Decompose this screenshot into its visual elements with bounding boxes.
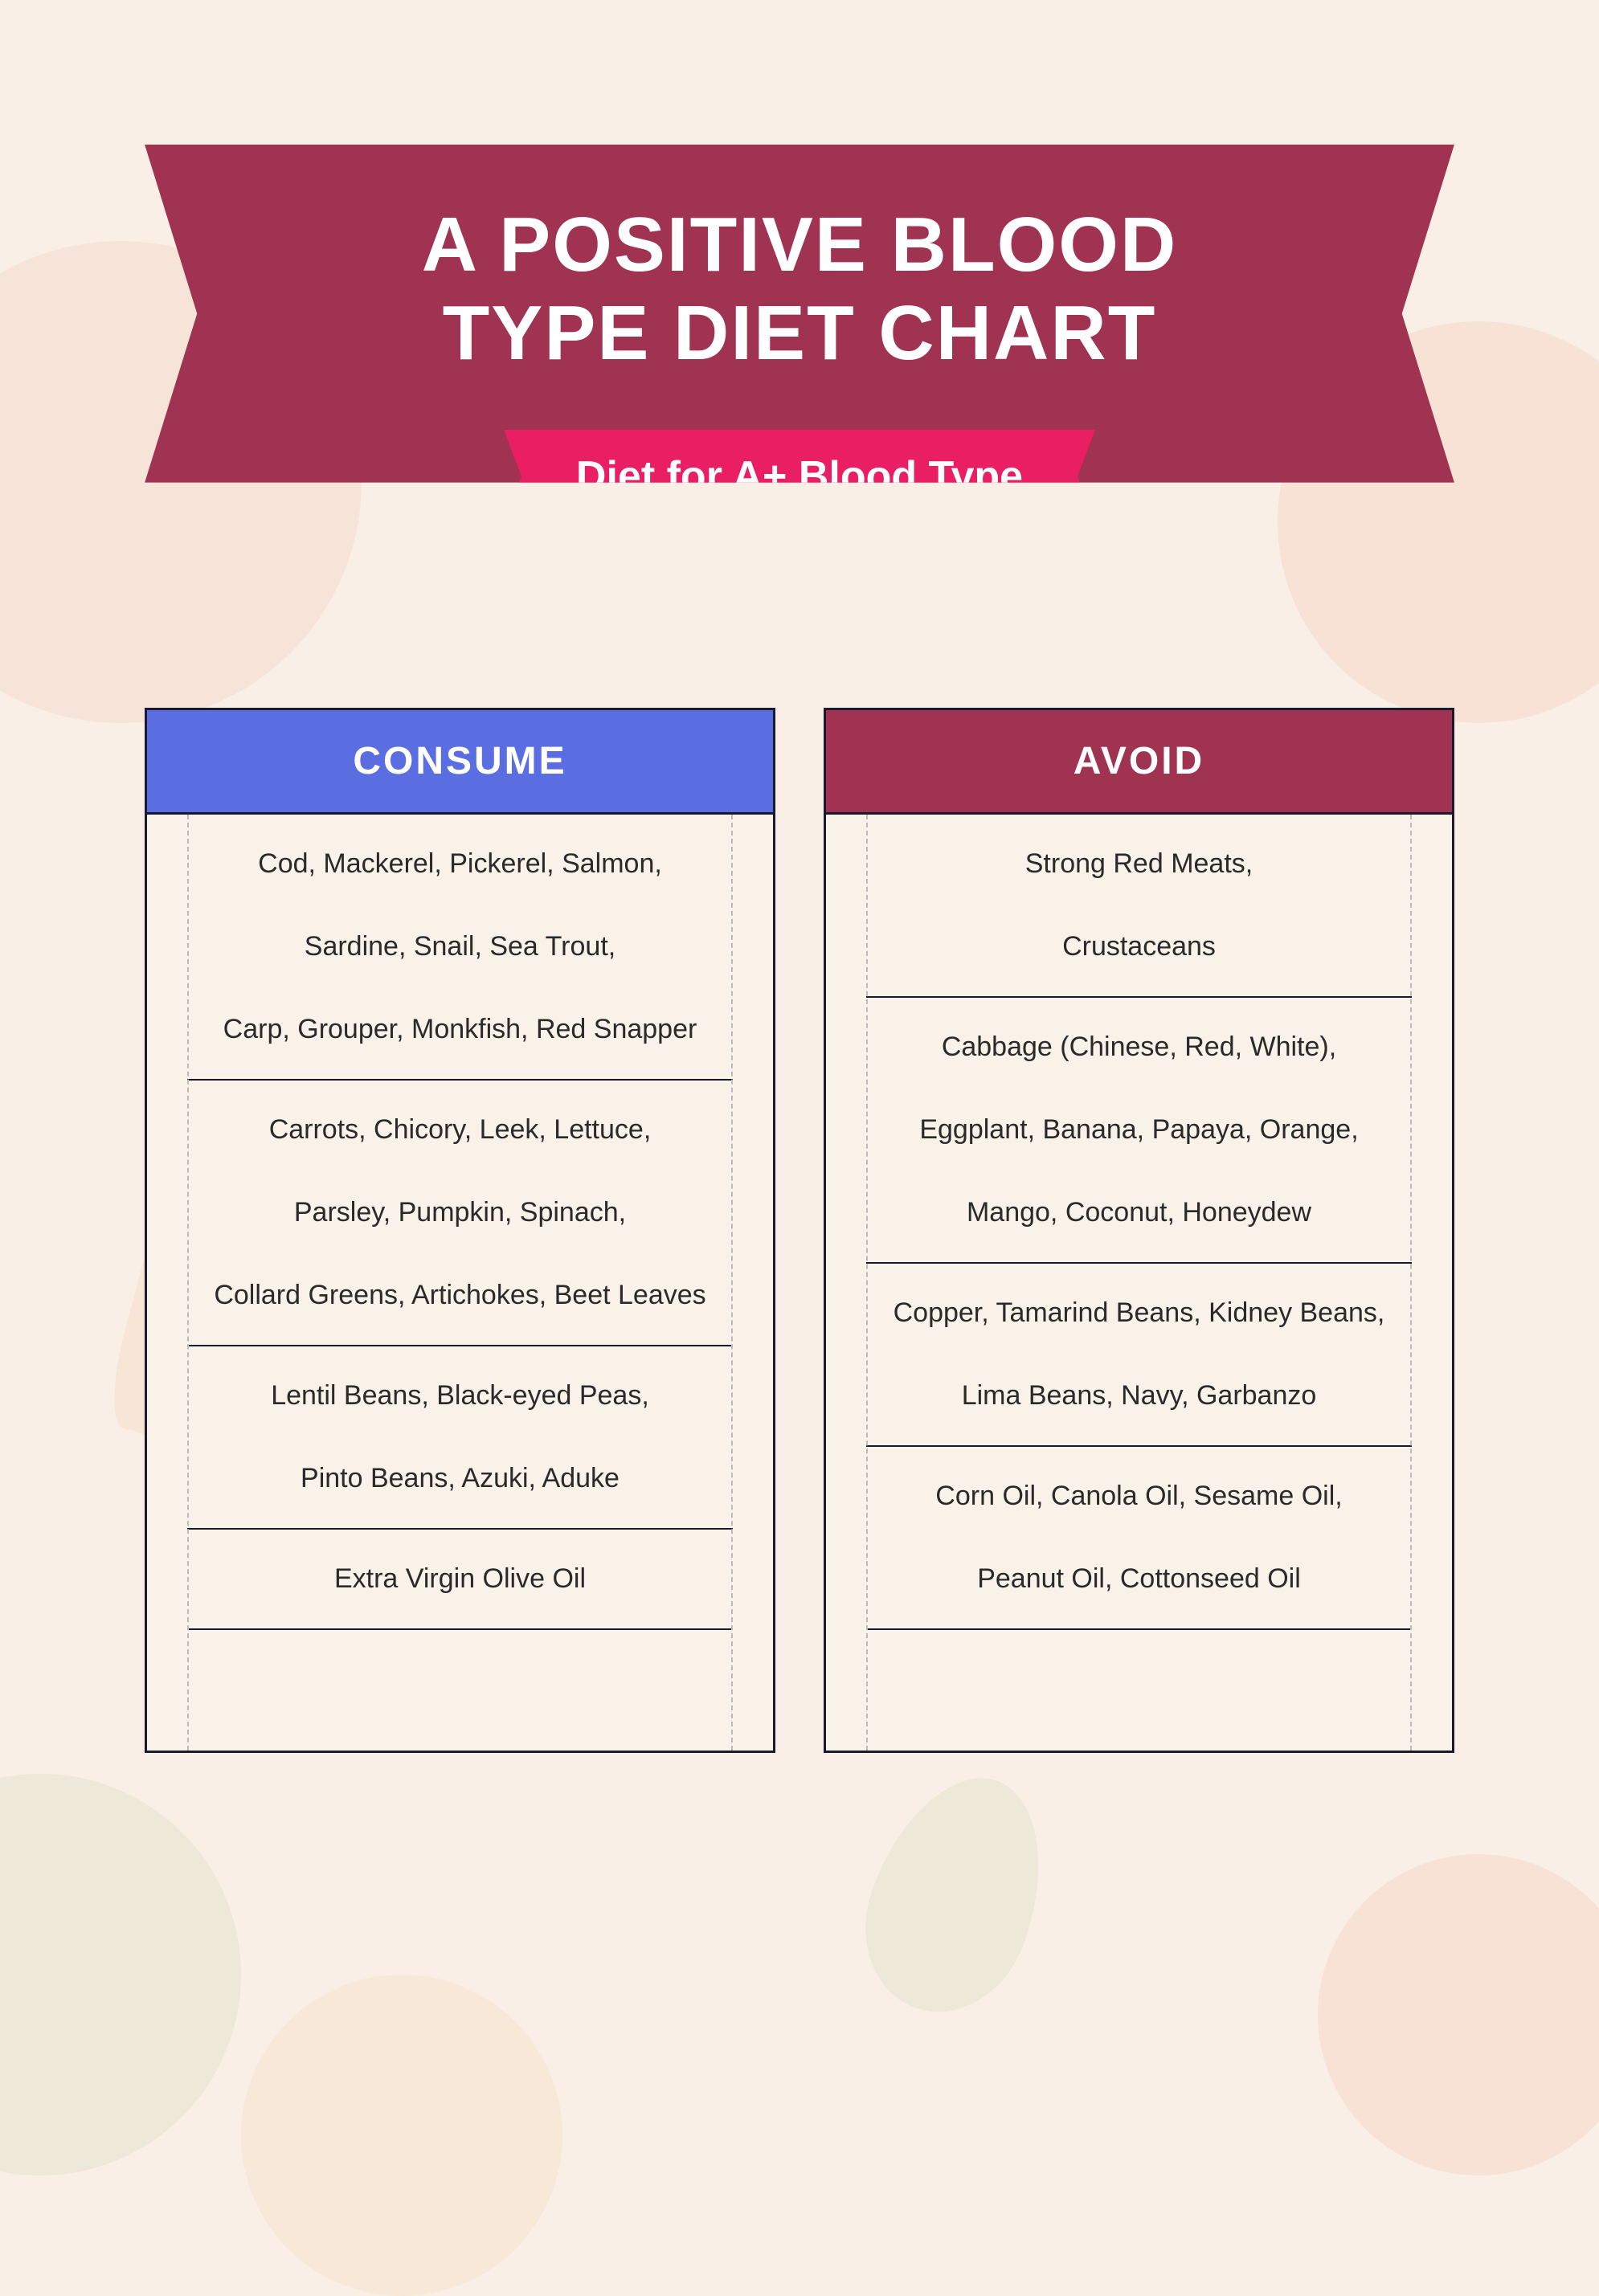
avoid-table: AVOID Strong Red Meats, Crustaceans Cabb…	[824, 708, 1454, 1753]
table-row: Cod, Mackerel, Pickerel, Salmon,	[187, 823, 733, 905]
consume-header: CONSUME	[147, 710, 773, 815]
subtitle-ribbon: Diet for A+ Blood Type	[504, 430, 1095, 523]
table-row: Cabbage (Chinese, Red, White),	[866, 1006, 1412, 1089]
table-row: Lima Beans, Navy, Garbanzo	[866, 1354, 1412, 1437]
table-row: Peanut Oil, Cottonseed Oil	[866, 1538, 1412, 1620]
avoid-group-2: Copper, Tamarind Beans, Kidney Beans, Li…	[866, 1264, 1412, 1447]
table-row: Copper, Tamarind Beans, Kidney Beans,	[866, 1272, 1412, 1354]
table-row: Eggplant, Banana, Papaya, Orange,	[866, 1089, 1412, 1171]
page-title-line1: A POSITIVE BLOOD	[177, 201, 1422, 289]
avoid-header: AVOID	[826, 710, 1452, 815]
consume-group-0: Cod, Mackerel, Pickerel, Salmon, Sardine…	[187, 815, 733, 1081]
avoid-body: Strong Red Meats, Crustaceans Cabbage (C…	[826, 815, 1452, 1751]
consume-body: Cod, Mackerel, Pickerel, Salmon, Sardine…	[147, 815, 773, 1751]
table-row: Strong Red Meats,	[866, 823, 1412, 905]
tables-container: CONSUME Cod, Mackerel, Pickerel, Salmon,…	[145, 708, 1454, 1753]
table-row: Carp, Grouper, Monkfish, Red Snapper	[187, 988, 733, 1071]
table-row: Pinto Beans, Azuki, Aduke	[187, 1437, 733, 1520]
avoid-group-3: Corn Oil, Canola Oil, Sesame Oil, Peanut…	[866, 1447, 1412, 1630]
table-row: Sardine, Snail, Sea Trout,	[187, 905, 733, 988]
page-subtitle: Diet for A+ Blood Type	[576, 452, 1023, 500]
page-title-line2: TYPE DIET CHART	[177, 289, 1422, 378]
table-row: Carrots, Chicory, Leek, Lettuce,	[187, 1089, 733, 1171]
spacer	[187, 1630, 733, 1751]
table-row: Corn Oil, Canola Oil, Sesame Oil,	[866, 1455, 1412, 1538]
spacer	[866, 1630, 1412, 1751]
table-row: Lentil Beans, Black-eyed Peas,	[187, 1354, 733, 1437]
consume-table: CONSUME Cod, Mackerel, Pickerel, Salmon,…	[145, 708, 775, 1753]
consume-group-3: Extra Virgin Olive Oil	[187, 1530, 733, 1630]
table-row: Parsley, Pumpkin, Spinach,	[187, 1171, 733, 1254]
table-row: Crustaceans	[866, 905, 1412, 988]
avoid-group-1: Cabbage (Chinese, Red, White), Eggplant,…	[866, 998, 1412, 1264]
consume-group-1: Carrots, Chicory, Leek, Lettuce, Parsley…	[187, 1081, 733, 1346]
avoid-group-0: Strong Red Meats, Crustaceans	[866, 815, 1412, 998]
page: A POSITIVE BLOOD TYPE DIET CHART Diet fo…	[0, 0, 1599, 2256]
table-row: Extra Virgin Olive Oil	[187, 1538, 733, 1620]
table-row: Collard Greens, Artichokes, Beet Leaves	[187, 1254, 733, 1337]
title-ribbon: A POSITIVE BLOOD TYPE DIET CHART Diet fo…	[145, 145, 1454, 483]
table-row: Mango, Coconut, Honeydew	[866, 1171, 1412, 1254]
title-banner: A POSITIVE BLOOD TYPE DIET CHART Diet fo…	[145, 145, 1454, 483]
consume-group-2: Lentil Beans, Black-eyed Peas, Pinto Bea…	[187, 1346, 733, 1530]
